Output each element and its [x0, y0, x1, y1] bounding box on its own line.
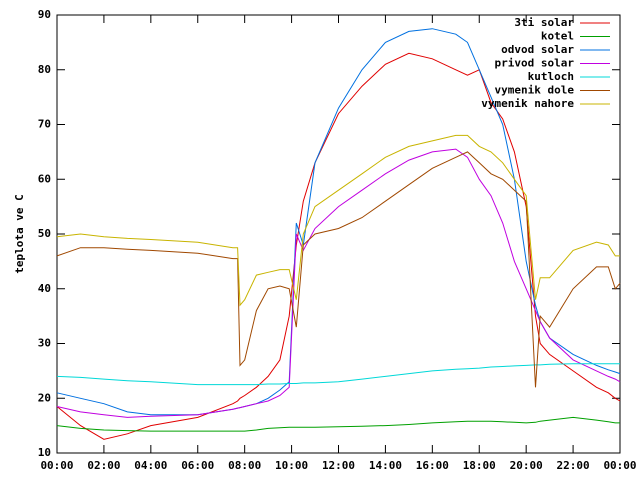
data-line — [56, 416, 620, 432]
x-tick-label: 20:00 — [510, 459, 543, 472]
y-tick-label: 20 — [38, 391, 51, 404]
x-tick-label: 12:00 — [322, 459, 355, 472]
legend-label: vymenik nahore — [481, 97, 574, 110]
x-tick-label: 22:00 — [557, 459, 590, 472]
x-tick-label: 06:00 — [181, 459, 214, 472]
legend-label: vymenik dole — [495, 84, 575, 97]
data-line — [56, 52, 621, 440]
data-line — [56, 363, 620, 386]
x-tick-label: 00:00 — [40, 459, 73, 472]
y-tick-label: 50 — [38, 227, 51, 240]
legend-label: 3ti solar — [514, 16, 574, 29]
legend-label: kotel — [541, 30, 574, 43]
x-tick-label: 16:00 — [416, 459, 449, 472]
y-tick-label: 70 — [38, 118, 51, 131]
legend-label: odvod solar — [501, 43, 574, 56]
x-tick-label: 02:00 — [87, 459, 120, 472]
plot-border — [56, 14, 621, 454]
data-line — [56, 151, 621, 388]
legend-label: privod solar — [495, 57, 575, 70]
y-tick-label: 30 — [38, 337, 51, 350]
y-axis-label: teplota ve C — [13, 194, 26, 273]
y-tick-label: 60 — [38, 172, 51, 185]
x-tick-label: 18:00 — [463, 459, 496, 472]
x-tick-label: 04:00 — [134, 459, 167, 472]
y-tick-label: 40 — [38, 282, 51, 295]
x-tick-label: 00:00 — [603, 459, 636, 472]
x-tick-label: 14:00 — [369, 459, 402, 472]
y-tick-label: 10 — [38, 446, 51, 459]
y-tick-label: 90 — [38, 8, 51, 21]
legend-label: kutloch — [528, 70, 574, 83]
y-tick-label: 80 — [38, 63, 51, 76]
x-tick-label: 10:00 — [275, 459, 308, 472]
x-tick-label: 08:00 — [228, 459, 261, 472]
data-line — [56, 134, 620, 307]
